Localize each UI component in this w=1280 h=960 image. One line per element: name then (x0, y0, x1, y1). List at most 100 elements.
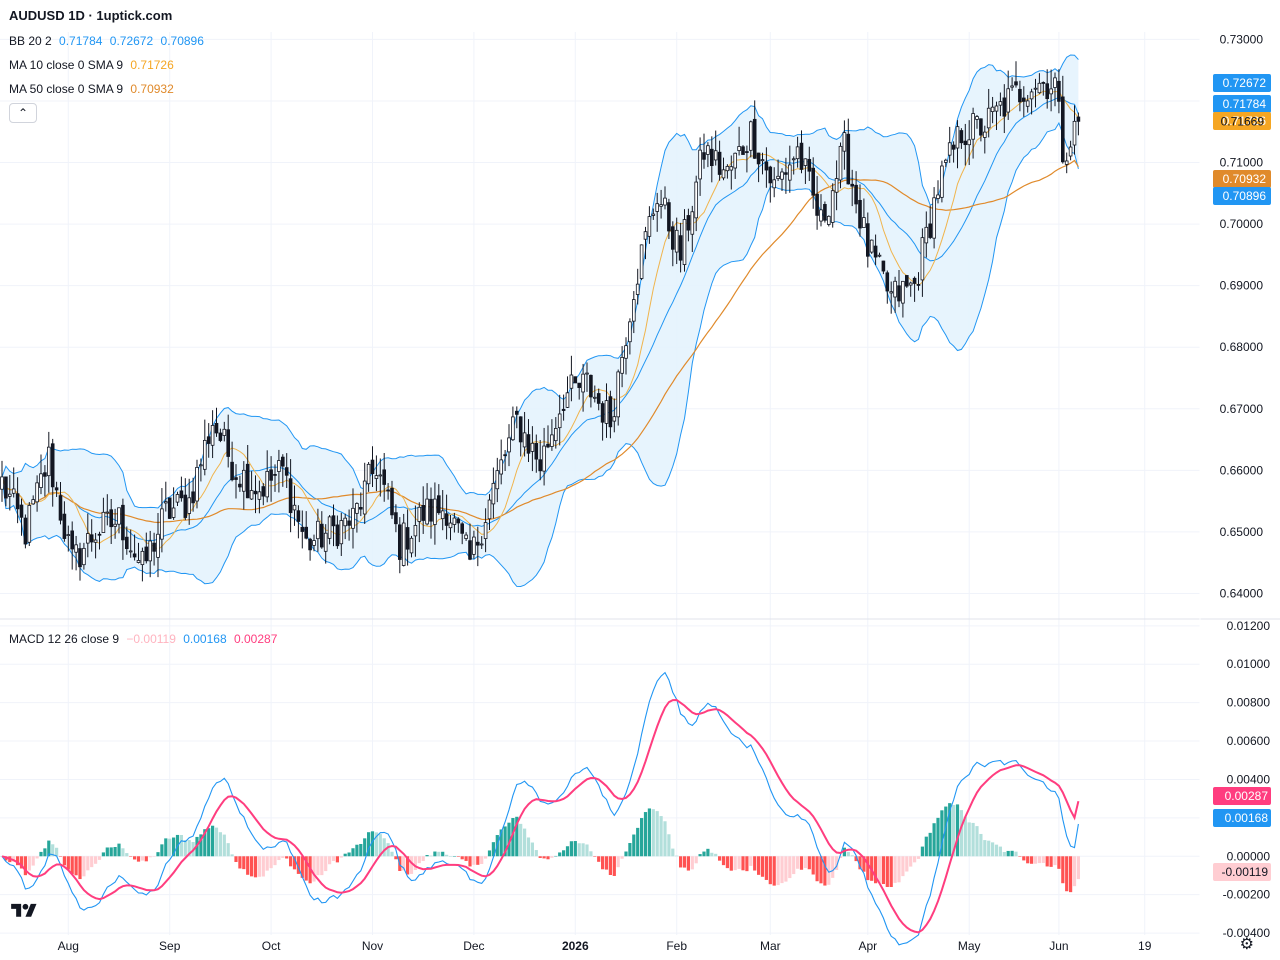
candle-body (538, 459, 542, 472)
bb-legend[interactable]: BB 20 2 0.71784 0.72672 0.70896 (9, 34, 208, 48)
macd-hist-bar (394, 856, 398, 860)
macd-hist-bar (928, 832, 932, 857)
macd-hist-bar (920, 846, 924, 857)
macd-hist-bar (737, 856, 741, 869)
macd-hist-bar (729, 856, 733, 871)
collapse-legend-button[interactable]: ⌃ (9, 103, 37, 123)
ma50-legend[interactable]: MA 50 close 0 SMA 9 0.70932 (9, 82, 178, 96)
candle-body (803, 158, 808, 166)
macd-hist-value: −0.00119 (126, 632, 176, 646)
candle-body (401, 522, 406, 566)
macd-hist-bar (27, 856, 31, 871)
macd-hist-bar (460, 856, 464, 860)
macd-hist-bar (706, 848, 710, 857)
macd-hist-bar (351, 848, 355, 857)
macd-hist-bar (893, 856, 897, 883)
candle-body (74, 544, 78, 553)
candle-body (671, 226, 675, 250)
macd-legend[interactable]: MACD 12 26 close 9 −0.00119 0.00168 0.00… (9, 632, 281, 646)
candle-body (125, 536, 129, 550)
macd-tick-label: 0.00600 (1227, 734, 1271, 748)
macd-hist-bar (417, 856, 421, 864)
price-tick-label: 0.64000 (1220, 586, 1264, 600)
candle-body (905, 275, 909, 287)
price-tick-label: 0.69000 (1220, 279, 1264, 293)
price-tick-label: 0.66000 (1220, 463, 1264, 477)
macd-hist-bar (328, 856, 332, 865)
candle-body (347, 520, 351, 526)
candle-body (1010, 85, 1014, 88)
candle-body (1068, 146, 1073, 157)
candle-body (78, 548, 82, 568)
candle-body (858, 199, 862, 229)
macd-hist-bar (663, 821, 667, 857)
candle-body (522, 432, 527, 448)
price-badge: 0.71784 (1213, 95, 1271, 113)
macd-hist-bar (78, 856, 82, 880)
macd-hist-bar (1022, 856, 1026, 861)
candle-body (128, 550, 133, 553)
macd-signal-line (1, 698, 1080, 934)
macd-hist-bar (1069, 856, 1073, 893)
candle-body (1061, 96, 1065, 163)
macd-hist-bar (281, 856, 285, 858)
candle-body (667, 202, 671, 232)
candle-body (983, 131, 987, 138)
macd-hist-bar (971, 822, 975, 857)
candle-body (339, 520, 344, 545)
candle-body (160, 508, 164, 540)
candle-body (15, 493, 20, 510)
macd-hist-bar (503, 826, 507, 857)
candle-body (35, 482, 39, 503)
macd-hist-bar (273, 856, 277, 866)
candle-body (405, 527, 410, 550)
tradingview-logo-icon[interactable] (10, 901, 38, 921)
macd-hist-bar (35, 856, 39, 859)
candle-body (370, 459, 375, 475)
macd-hist-bar (686, 856, 690, 871)
candle-body (678, 235, 683, 261)
macd-hist-bar (944, 806, 948, 857)
macd-hist-bar (881, 856, 885, 885)
macd-hist-bar (23, 856, 27, 876)
candle-body (280, 456, 285, 467)
candle-body (4, 476, 8, 499)
macd-hist-bar (877, 856, 882, 883)
macd-hist-bar (58, 856, 63, 857)
candle-body (284, 467, 289, 476)
candle-body (729, 166, 734, 171)
candle-body (117, 507, 121, 525)
macd-hist-bar (39, 851, 43, 857)
candle-body (819, 209, 823, 222)
candle-body (343, 517, 347, 527)
macd-hist-bar (125, 853, 129, 857)
badge-text: 0.71726 (1223, 114, 1267, 128)
macd-hist-bar (292, 856, 297, 870)
settings-gear-icon[interactable]: ⚙ (1239, 936, 1254, 953)
macd-hist-bar (979, 833, 983, 857)
candle-body (351, 507, 355, 529)
candle-body (811, 167, 815, 196)
candle-body (869, 239, 874, 253)
macd-hist-bar (480, 856, 484, 864)
macd-hist-bar (464, 856, 468, 861)
candle-body (140, 550, 145, 566)
candle-body (784, 172, 788, 175)
candle-body (916, 284, 921, 286)
candle-body (885, 272, 890, 292)
badge-bg (1213, 112, 1271, 130)
macd-hist-bar (831, 856, 835, 878)
macd-hist-bar (55, 847, 59, 857)
macd-hist-bar (1006, 850, 1010, 857)
candle-body (546, 443, 550, 448)
candle-body (487, 499, 492, 520)
candle-body (791, 158, 796, 161)
candle-body (788, 164, 792, 181)
candle-body (495, 470, 500, 490)
macd-hist-bar (936, 817, 940, 857)
time-axis-label: 19 (1138, 939, 1152, 953)
candle-body (936, 194, 940, 199)
candle-body (47, 446, 51, 477)
ma10-legend[interactable]: MA 10 close 0 SMA 9 0.71726 (9, 58, 178, 72)
